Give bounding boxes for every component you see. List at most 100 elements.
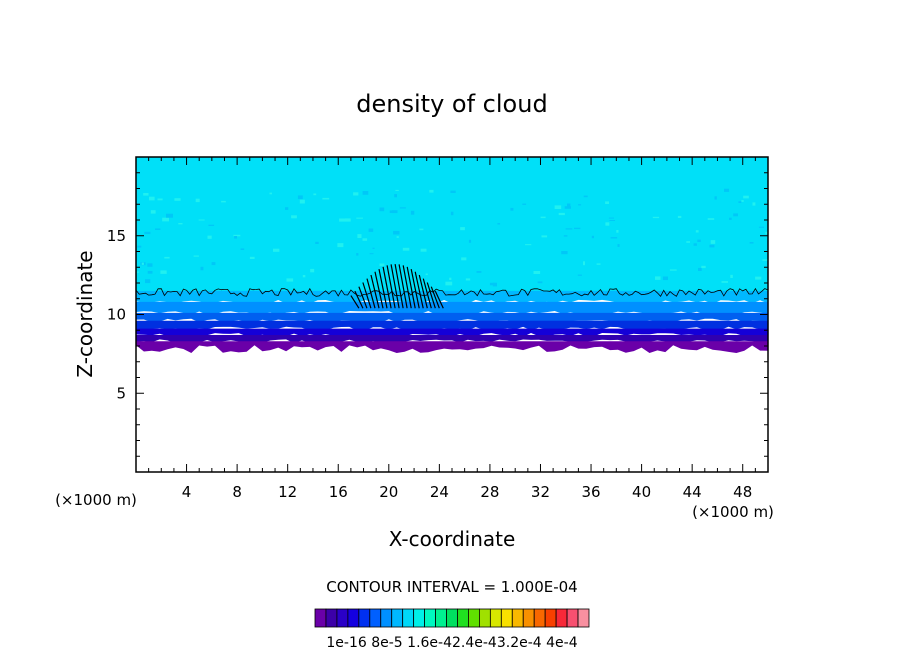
density-speckle [389,265,392,268]
colorbar [314,608,590,628]
density-speckle [200,266,204,271]
density-band [136,301,768,315]
density-speckle [198,219,205,221]
density-speckle [221,200,226,203]
density-speckle [207,235,212,239]
density-speckle [395,189,399,191]
wave-stripe [418,274,428,309]
density-speckle [609,220,615,221]
density-speckle [356,217,363,219]
density-speckle [724,188,730,192]
wave-stripe [358,286,368,309]
density-speckle [297,195,303,200]
density-speckle [368,228,374,232]
colorbar-swatch [500,608,513,628]
wave-stripe [390,264,400,309]
density-speckle [686,241,690,243]
density-speckle [558,212,565,216]
density-speckle [362,191,369,195]
density-speckle [741,200,744,202]
wave-stripe [366,278,376,309]
density-speckle [147,270,153,274]
chart-title: density of cloud [356,90,547,118]
wave-stripe [362,282,372,309]
contour-interval-text: CONTOUR INTERVAL = 1.000E-04 [326,578,577,596]
colorbar-swatch [347,608,360,628]
density-speckle [522,203,527,205]
density-speckle [155,228,161,230]
density-speckle [565,228,573,230]
density-speckle [709,244,715,248]
density-speckle [497,223,501,225]
density-speckle [394,194,397,198]
density-speckle [710,240,716,244]
y-tick-labels: 5 10 15 [107,227,126,403]
colorbar-swatch [468,608,480,628]
density-speckle [211,262,216,266]
density-speckle [137,245,142,248]
density-speckle [174,198,181,201]
x-tick-label: 8 [232,483,242,501]
density-band [136,334,768,344]
density-speckle [465,278,471,281]
density-speckle [701,265,706,269]
wave-stripe [426,282,436,309]
density-speckle [749,242,754,244]
wave-stripe [422,278,432,309]
colorbar-swatch [511,608,524,628]
density-speckle [489,282,495,286]
colorbar-swatch [555,608,568,628]
density-speckle [149,196,155,201]
colorbar-swatch [435,608,447,628]
colorbar-swatch [358,608,371,628]
density-speckle [379,207,385,212]
density-speckle [166,213,173,218]
colorbar-swatch [446,608,458,628]
density-speckle [157,198,163,201]
density-speckle [162,217,169,222]
colorbar-swatch [424,608,436,628]
density-speckle [144,231,151,235]
density-speckle [141,262,144,265]
colorbar-swatch [336,608,349,628]
density-speckle [285,207,289,210]
x-tick-label: 12 [278,483,297,501]
wave-stripe [378,268,388,309]
density-speckle [399,207,406,209]
x-tick-label: 24 [430,483,449,501]
wave-stripe [414,271,424,309]
y-axis-label: Z-coordinate [73,250,97,377]
density-speckle [605,222,610,226]
density-speckle [677,215,682,218]
density-speckle [577,274,582,276]
colorbar-swatch [577,608,590,628]
density-speckle [563,235,568,237]
density-speckle [369,253,374,255]
density-speckle [322,197,330,200]
x-tick-label: 48 [733,483,752,501]
colorbar-swatch [566,608,579,628]
density-speckle [605,201,609,204]
axis-ticks [136,157,768,472]
density-speckle [564,206,571,209]
density-speckle [313,193,317,196]
wave-stripe [406,266,416,309]
density-speckle [468,239,472,243]
density-speckle [273,248,280,252]
wave-stripe [402,265,412,309]
density-speckle [707,218,715,220]
density-speckle [591,235,594,239]
density-speckle [379,263,385,267]
density-speckle [357,234,362,238]
density-speckle [537,281,543,284]
density-speckle [449,277,452,280]
density-speckle [714,196,717,200]
density-band [136,328,768,337]
density-speckle [208,224,215,226]
density-speckle [337,243,344,248]
density-speckle [652,216,660,219]
colorbar-labels: 1e-16 8e-5 1.6e-42.4e-43.2e-4 4e-4 [326,635,577,651]
density-speckle [669,269,677,271]
y-tick-label: 5 [116,384,126,402]
